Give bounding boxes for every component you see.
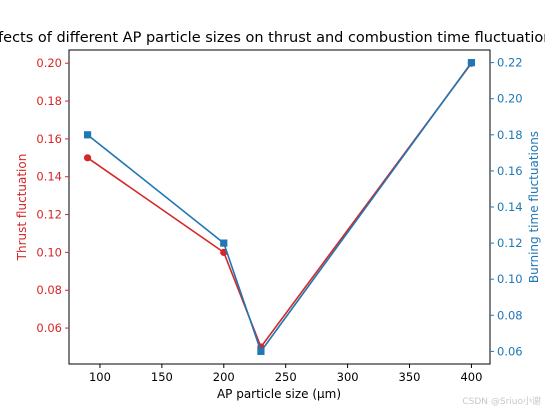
x-tick-label: 400: [460, 370, 482, 384]
y-right-tick-label: 0.06: [497, 344, 523, 358]
y-right-tick-label: 0.14: [497, 200, 523, 214]
series-2-point: [220, 239, 228, 247]
y-left-tick-label: 0.16: [36, 132, 62, 146]
y-right-tick-label: 0.20: [497, 92, 523, 106]
chart-marks: 100 150 200 250 300 350 400 0.06 0.08 0.10 0.12 0.1…: [36, 49, 523, 384]
y-right-axis-label: Burning time fluctuations: [527, 131, 541, 283]
y-right-tick-label: 0.08: [497, 308, 523, 322]
y-right-tick-label: 0.22: [497, 56, 523, 70]
y-left-tick-label: 0.18: [36, 94, 62, 108]
y-left-axis-label: Thrust fluctuation: [15, 154, 29, 262]
x-tick-label: 300: [337, 370, 359, 384]
y-left-tick-label: 0.20: [36, 56, 62, 70]
series-1-line: [87, 62, 473, 349]
chart-title: Effects of different AP particle sizes o…: [0, 30, 545, 46]
y-right-tick-label: 0.16: [497, 164, 523, 178]
y-left-tick-label: 0.12: [36, 208, 62, 222]
watermark: CSDN @Sriuo小谢: [462, 397, 541, 407]
x-tick-label: 200: [213, 370, 235, 384]
y-left-tick-label: 0.14: [36, 170, 62, 184]
x-axis-label: AP particle size (μm): [217, 387, 341, 401]
series-2-point: [83, 131, 92, 139]
y-left-tick-label: 0.10: [36, 245, 62, 259]
series-2-point: [467, 59, 476, 67]
x-tick-label: 100: [89, 370, 111, 384]
series-2-line: [87, 62, 473, 354]
y-right-tick-label: 0.10: [497, 272, 523, 286]
series-1-point: [83, 154, 92, 162]
y-right-tick-label: 0.18: [497, 128, 523, 142]
plot-frame: [68, 49, 491, 365]
x-tick-label: 350: [399, 370, 421, 384]
series-2-point: [257, 347, 265, 355]
x-tick-label: 250: [275, 370, 297, 384]
y-right-tick-label: 0.12: [497, 236, 523, 250]
y-left-tick-label: 0.06: [36, 321, 62, 335]
x-tick-label: 150: [151, 370, 173, 384]
y-left-tick-label: 0.08: [36, 283, 62, 297]
